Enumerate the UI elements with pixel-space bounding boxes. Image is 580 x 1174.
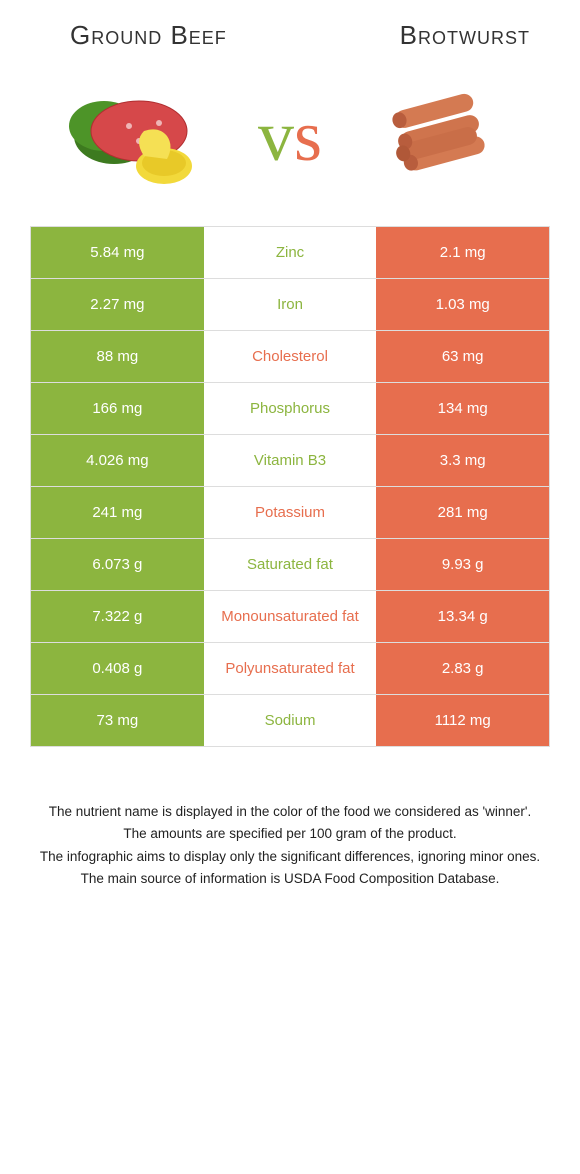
value-left: 2.27 mg xyxy=(31,279,204,330)
title-right: Brotwurst xyxy=(300,20,550,51)
value-left: 88 mg xyxy=(31,331,204,382)
value-left: 73 mg xyxy=(31,695,204,746)
nutrient-table: 5.84 mgZinc2.1 mg2.27 mgIron1.03 mg88 mg… xyxy=(30,226,550,747)
footer-line: The nutrient name is displayed in the co… xyxy=(35,802,545,822)
value-left: 241 mg xyxy=(31,487,204,538)
footer-line: The amounts are specified per 100 gram o… xyxy=(35,824,545,844)
footer-notes: The nutrient name is displayed in the co… xyxy=(30,802,550,889)
value-left: 166 mg xyxy=(31,383,204,434)
value-right: 13.34 g xyxy=(376,591,549,642)
header: Ground Beef Brotwurst xyxy=(30,20,550,51)
hero-row: vs xyxy=(30,81,550,191)
value-left: 4.026 mg xyxy=(31,435,204,486)
food-image-right xyxy=(332,81,550,191)
value-right: 1112 mg xyxy=(376,695,549,746)
value-right: 9.93 g xyxy=(376,539,549,590)
value-right: 1.03 mg xyxy=(376,279,549,330)
table-row: 2.27 mgIron1.03 mg xyxy=(31,279,549,331)
nutrient-name: Sodium xyxy=(204,695,377,746)
food-image-left xyxy=(30,81,248,191)
value-left: 7.322 g xyxy=(31,591,204,642)
value-right: 3.3 mg xyxy=(376,435,549,486)
footer-line: The infographic aims to display only the… xyxy=(35,847,545,867)
table-row: 7.322 gMonounsaturated fat13.34 g xyxy=(31,591,549,643)
table-row: 4.026 mgVitamin B33.3 mg xyxy=(31,435,549,487)
value-right: 2.1 mg xyxy=(376,227,549,278)
nutrient-name: Monounsaturated fat xyxy=(204,591,377,642)
nutrient-name: Zinc xyxy=(204,227,377,278)
table-row: 241 mgPotassium281 mg xyxy=(31,487,549,539)
value-right: 63 mg xyxy=(376,331,549,382)
value-right: 134 mg xyxy=(376,383,549,434)
table-row: 73 mgSodium1112 mg xyxy=(31,695,549,747)
table-row: 6.073 gSaturated fat9.93 g xyxy=(31,539,549,591)
nutrient-name: Polyunsaturated fat xyxy=(204,643,377,694)
nutrient-name: Phosphorus xyxy=(204,383,377,434)
table-row: 166 mgPhosphorus134 mg xyxy=(31,383,549,435)
table-row: 5.84 mgZinc2.1 mg xyxy=(31,227,549,279)
table-row: 0.408 gPolyunsaturated fat2.83 g xyxy=(31,643,549,695)
value-left: 5.84 mg xyxy=(31,227,204,278)
value-left: 0.408 g xyxy=(31,643,204,694)
nutrient-name: Saturated fat xyxy=(204,539,377,590)
nutrient-name: Cholesterol xyxy=(204,331,377,382)
nutrient-name: Potassium xyxy=(204,487,377,538)
footer-line: The main source of information is USDA F… xyxy=(35,869,545,889)
value-right: 2.83 g xyxy=(376,643,549,694)
nutrient-name: Iron xyxy=(204,279,377,330)
value-right: 281 mg xyxy=(376,487,549,538)
value-left: 6.073 g xyxy=(31,539,204,590)
vs-text: vs xyxy=(258,95,322,178)
title-left: Ground Beef xyxy=(30,20,300,51)
nutrient-name: Vitamin B3 xyxy=(204,435,377,486)
table-row: 88 mgCholesterol63 mg xyxy=(31,331,549,383)
